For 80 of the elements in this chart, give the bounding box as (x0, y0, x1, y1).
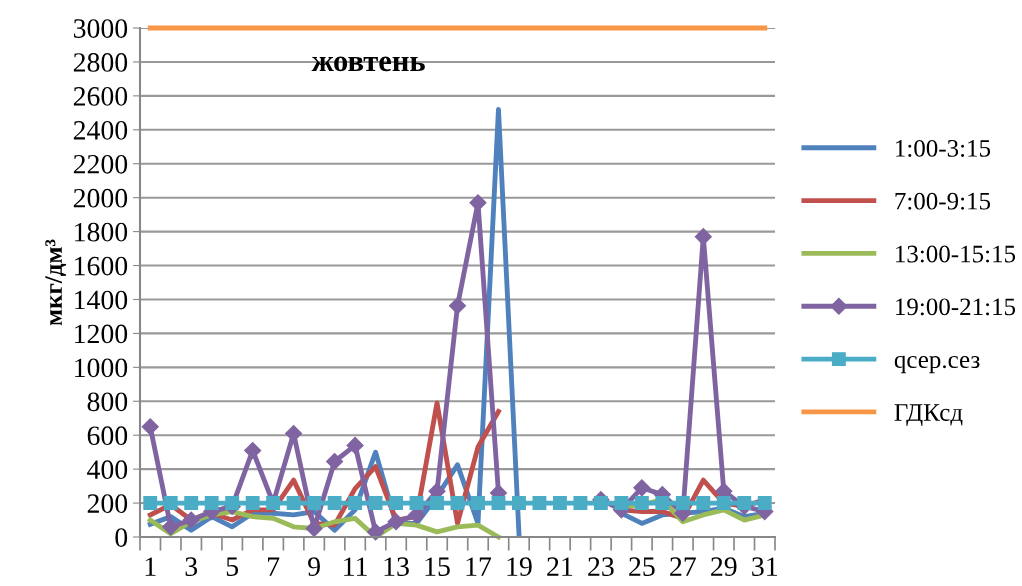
point (307, 496, 322, 511)
point (409, 496, 424, 511)
point (327, 496, 342, 511)
text: жовтень (311, 56, 425, 72)
y-tick-label: 1400 (75, 290, 128, 310)
point (286, 496, 301, 511)
point (757, 496, 772, 511)
point (225, 496, 240, 511)
x-tick-label: 15 (425, 557, 450, 576)
x-tick-label: 7 (268, 557, 280, 576)
point (737, 496, 752, 511)
y-tick-label: 1200 (75, 324, 128, 344)
y-tick-label: 200 (87, 494, 128, 513)
x-tick-label: 27 (670, 557, 696, 576)
point (141, 418, 159, 436)
y-tick-label: 600 (87, 426, 128, 446)
x-tick-label: 25 (629, 557, 655, 576)
point (448, 297, 467, 315)
point (512, 496, 526, 511)
x-tick-label: 19 (507, 557, 532, 576)
x-tick-label: 3 (185, 557, 198, 576)
y-tick-label: 2000 (73, 188, 128, 208)
point (471, 496, 485, 511)
x-tick-label: 21 (547, 557, 573, 576)
x-tick-label: 5 (226, 557, 239, 576)
y-tick-label: 2800 (73, 53, 128, 72)
point (182, 511, 200, 529)
point (573, 496, 588, 511)
y-tick-label: 1800 (75, 222, 128, 242)
y-axis-title: мкг/дм³ (45, 239, 67, 326)
point (348, 496, 363, 511)
x-tick-label: 13 (384, 557, 409, 576)
point (244, 441, 262, 460)
y-tick-label: 2200 (73, 154, 128, 174)
point (326, 452, 344, 471)
legend-label: ГДКсд (894, 404, 963, 426)
x-tick-label: 17 (466, 557, 492, 576)
y-tick-label: 1600 (75, 256, 128, 276)
point (204, 496, 219, 511)
point (532, 496, 547, 511)
point (184, 496, 199, 511)
x-tick-label: 29 (711, 557, 737, 576)
point (593, 496, 608, 511)
y-tick-label: 2400 (73, 120, 128, 140)
point (716, 496, 731, 511)
point (368, 496, 383, 511)
point (450, 496, 465, 511)
y-tick-label: 400 (87, 460, 128, 480)
point (614, 496, 629, 511)
x-tick-label: 1 (145, 557, 156, 576)
point (634, 496, 649, 511)
y-tick-label: 2600 (73, 87, 128, 106)
x-tick-label: 23 (588, 557, 614, 576)
x-tick-label: 9 (308, 557, 320, 576)
point (367, 523, 385, 541)
point (696, 496, 711, 511)
point (675, 496, 690, 511)
legend-label: 1:00-3:15 (896, 139, 991, 157)
point (163, 496, 178, 511)
y-tick-label: 3000 (73, 19, 128, 38)
point (245, 496, 260, 511)
y-tick-label: 1000 (75, 358, 128, 378)
y-tick-label: 0 (115, 528, 128, 547)
y-tick-label: 800 (87, 392, 128, 412)
point (346, 436, 364, 454)
point (162, 518, 180, 536)
point (552, 496, 567, 511)
point (633, 479, 651, 497)
point (655, 496, 670, 511)
point (389, 496, 403, 511)
legend-label: 7:00-9:15 (895, 192, 991, 210)
point (430, 496, 444, 511)
legend-label: qсер.сез (894, 355, 980, 374)
x-tick-label: 11 (344, 557, 367, 576)
point (387, 513, 405, 531)
legend-label: 13:00-15:15 (896, 245, 1016, 263)
x-tick-label: 31 (752, 557, 777, 576)
point (143, 496, 158, 511)
point (491, 496, 506, 511)
legend-label: 19:00-21:15 (896, 298, 1016, 316)
